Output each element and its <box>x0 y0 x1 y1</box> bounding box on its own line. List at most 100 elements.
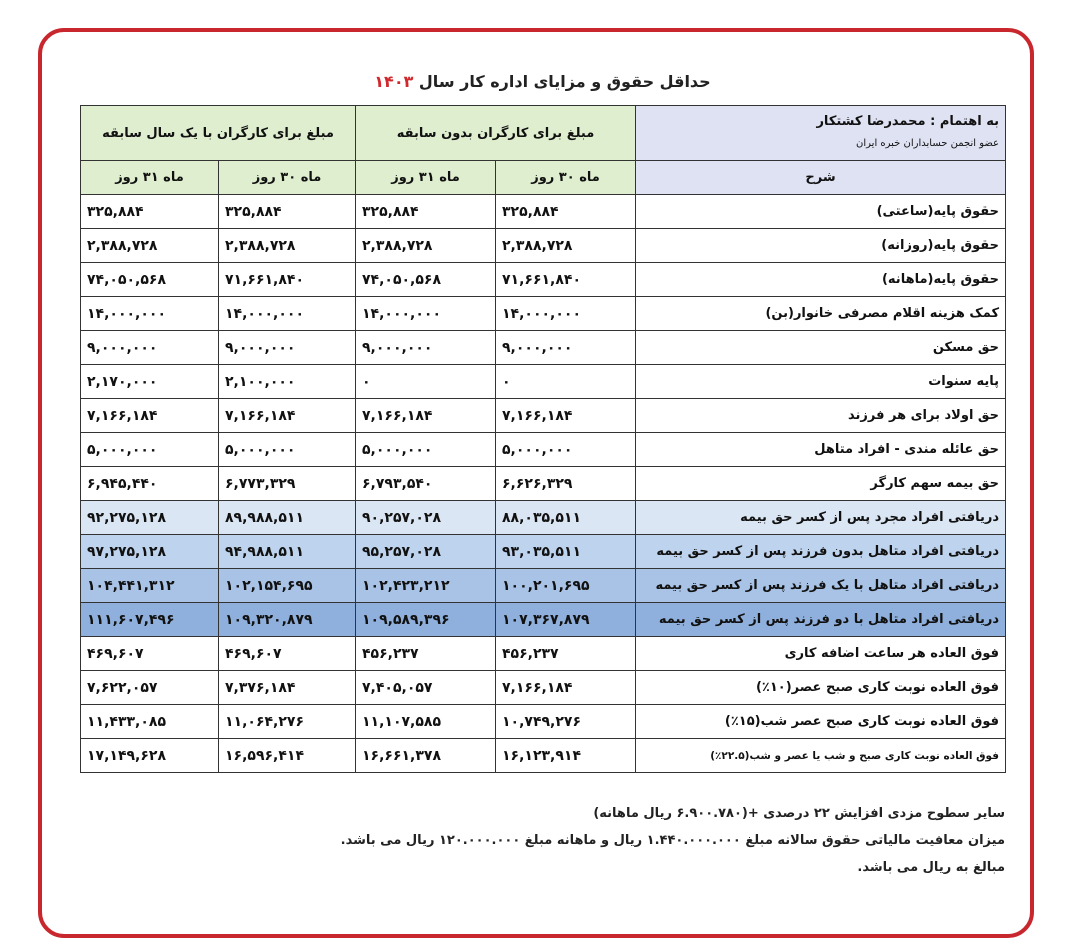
value-cell: ۱۴,۰۰۰,۰۰۰ <box>355 296 497 331</box>
value-cell: ۷,۱۶۶,۱۸۴ <box>79 398 220 433</box>
column-header: ماه ۳۱ روز <box>355 160 497 195</box>
table-row: حق اولاد برای هر فرزند ۷,۱۶۶,۱۸۴ ۷,۱۶۶,۱۸۴… <box>79 398 1007 433</box>
value-cell: ۹۳,۰۳۵,۵۱۱ <box>495 534 637 569</box>
value-cell: ۱۴,۰۰۰,۰۰۰ <box>79 296 220 331</box>
author: به اهتمام : محمدرضا کشتکار <box>816 114 1000 129</box>
description-cell: حق مسکن <box>635 330 1007 365</box>
value-cell: ۱۱۱,۶۰۷,۴۹۶ <box>79 602 220 637</box>
title: حداقل حقوق و مزایای اداره کار سال ۱۴۰۳ <box>80 72 1005 91</box>
description-cell: دریافتی افراد متاهل با یک فرزند پس از کس… <box>635 568 1007 603</box>
value-cell: ۷,۱۶۶,۱۸۴ <box>218 398 357 433</box>
group-header: مبلغ برای کارگران بدون سابقه <box>355 105 637 161</box>
value-cell: ۱۴,۰۰۰,۰۰۰ <box>218 296 357 331</box>
value-cell: ۲,۱۰۰,۰۰۰ <box>218 364 357 399</box>
value-cell: ۷,۶۲۲,۰۵۷ <box>79 670 220 705</box>
value-cell: ۲,۳۸۸,۷۲۸ <box>79 228 220 263</box>
value-cell: ۱۱,۱۰۷,۵۸۵ <box>355 704 497 739</box>
value-cell: ۹,۰۰۰,۰۰۰ <box>495 330 637 365</box>
table-row: حق عائله مندی - افراد متاهل ۵,۰۰۰,۰۰۰ ۵,۰۰… <box>79 432 1007 467</box>
value-cell: ۱۰۲,۴۲۳,۲۱۲ <box>355 568 497 603</box>
description-cell: حقوق پایه(ماهانه) <box>635 262 1007 297</box>
title-year: ۱۴۰۳ <box>374 72 414 91</box>
value-cell: ۳۲۵,۸۸۴ <box>495 194 637 229</box>
value-cell: ۳۲۵,۸۸۴ <box>218 194 357 229</box>
value-cell: ۲,۱۷۰,۰۰۰ <box>79 364 220 399</box>
value-cell: ۷۴,۰۵۰,۵۶۸ <box>79 262 220 297</box>
table-row: حق مسکن ۹,۰۰۰,۰۰۰ ۹,۰۰۰,۰۰۰ ۹,۰۰۰,۰۰۰ ۹,۰۰۰,… <box>79 330 1007 365</box>
table-row: کمک هزینه اقلام مصرفی خانوار(بن) ۱۴,۰۰۰,۰… <box>79 296 1007 331</box>
table-row: پایه سنوات ۰ ۰ ۲,۱۰۰,۰۰۰ ۲,۱۷۰,۰۰۰ <box>79 364 1007 399</box>
table-row: دریافتی افراد متاهل با یک فرزند پس از کس… <box>79 568 1007 603</box>
value-cell: ۷,۱۶۶,۱۸۴ <box>495 670 637 705</box>
value-cell: ۵,۰۰۰,۰۰۰ <box>495 432 637 467</box>
value-cell: ۱۰۰,۲۰۱,۶۹۵ <box>495 568 637 603</box>
notes: سایر سطوح مزدی افزایش ۲۲ درصدی +(۶.۹۰۰.۷… <box>80 800 1005 881</box>
value-cell: ۳۲۵,۸۸۴ <box>355 194 497 229</box>
description-cell: فوق العاده نوبت کاری صبح و شب یا عصر و ش… <box>635 738 1007 773</box>
table-row: دریافتی افراد متاهل بدون فرزند پس از کسر… <box>79 534 1007 569</box>
value-cell: ۹۲,۲۷۵,۱۲۸ <box>79 500 220 535</box>
value-cell: ۹۷,۲۷۵,۱۲۸ <box>79 534 220 569</box>
value-cell: ۶,۶۲۶,۳۲۹ <box>495 466 637 501</box>
value-cell: ۴۵۶,۲۳۷ <box>495 636 637 671</box>
description-cell: حق بیمه سهم کارگر <box>635 466 1007 501</box>
description-cell: دریافتی افراد متاهل با دو فرزند پس از کس… <box>635 602 1007 637</box>
value-cell: ۷۱,۶۶۱,۸۴۰ <box>495 262 637 297</box>
author-cell: به اهتمام : محمدرضا کشتکار عضو انجمن حساب… <box>635 105 1007 161</box>
value-cell: ۹,۰۰۰,۰۰۰ <box>79 330 220 365</box>
value-cell: ۹۵,۲۵۷,۰۲۸ <box>355 534 497 569</box>
description-cell: حقوق پایه(ساعتی) <box>635 194 1007 229</box>
value-cell: ۲,۳۸۸,۷۲۸ <box>218 228 357 263</box>
table-row: حقوق پایه(روزانه) ۲,۳۸۸,۷۲۸ ۲,۳۸۸,۷۲۸ ۲,۳۸۸… <box>79 228 1007 263</box>
note: سایر سطوح مزدی افزایش ۲۲ درصدی +(۶.۹۰۰.۷… <box>593 806 1005 821</box>
value-cell: ۱۶,۶۶۱,۳۷۸ <box>355 738 497 773</box>
column-header: ماه ۳۰ روز <box>218 160 357 195</box>
value-cell: ۴۵۶,۲۳۷ <box>355 636 497 671</box>
value-cell: ۷,۱۶۶,۱۸۴ <box>355 398 497 433</box>
description-cell: فوق العاده نوبت کاری صبح عصر(۱۰٪) <box>635 670 1007 705</box>
description-cell: حق اولاد برای هر فرزند <box>635 398 1007 433</box>
value-cell: ۱۰۷,۳۶۷,۸۷۹ <box>495 602 637 637</box>
value-cell: ۱۴,۰۰۰,۰۰۰ <box>495 296 637 331</box>
value-cell: ۰ <box>355 364 497 399</box>
value-cell: ۹۰,۲۵۷,۰۲۸ <box>355 500 497 535</box>
table-row: دریافتی افراد مجرد پس از کسر حق بیمه ۸۸,۰… <box>79 500 1007 535</box>
value-cell: ۷,۴۰۵,۰۵۷ <box>355 670 497 705</box>
value-cell: ۴۶۹,۶۰۷ <box>218 636 357 671</box>
value-cell: ۴۶۹,۶۰۷ <box>79 636 220 671</box>
value-cell: ۹۴,۹۸۸,۵۱۱ <box>218 534 357 569</box>
value-cell: ۷,۱۶۶,۱۸۴ <box>495 398 637 433</box>
salary-table: به اهتمام : محمدرضا کشتکار عضو انجمن حساب… <box>79 105 1007 773</box>
value-cell: ۵,۰۰۰,۰۰۰ <box>218 432 357 467</box>
description-cell: فوق العاده نوبت کاری صبح عصر شب(۱۵٪) <box>635 704 1007 739</box>
column-header: ماه ۳۰ روز <box>495 160 637 195</box>
value-cell: ۱۰۴,۴۴۱,۳۱۲ <box>79 568 220 603</box>
value-cell: ۱۱,۴۳۳,۰۸۵ <box>79 704 220 739</box>
value-cell: ۰ <box>495 364 637 399</box>
value-cell: ۵,۰۰۰,۰۰۰ <box>355 432 497 467</box>
value-cell: ۱۱,۰۶۴,۲۷۶ <box>218 704 357 739</box>
title-text: حداقل حقوق و مزایای اداره کار سال <box>418 72 711 91</box>
table-row: فوق العاده نوبت کاری صبح عصر(۱۰٪) ۷,۱۶۶,۱… <box>79 670 1007 705</box>
value-cell: ۲,۳۸۸,۷۲۸ <box>355 228 497 263</box>
value-cell: ۱۷,۱۴۹,۶۲۸ <box>79 738 220 773</box>
value-cell: ۲,۳۸۸,۷۲۸ <box>495 228 637 263</box>
value-cell: ۷,۳۷۶,۱۸۴ <box>218 670 357 705</box>
value-cell: ۹,۰۰۰,۰۰۰ <box>218 330 357 365</box>
note: مبالغ به ریال می باشد. <box>857 860 1005 875</box>
column-header: شرح <box>635 160 1007 195</box>
value-cell: ۸۹,۹۸۸,۵۱۱ <box>218 500 357 535</box>
description-cell: حقوق پایه(روزانه) <box>635 228 1007 263</box>
table-body: به اهتمام : محمدرضا کشتکار عضو انجمن حساب… <box>79 105 1007 773</box>
table-row: فوق العاده هر ساعت اضافه کاری ۴۵۶,۲۳۷ ۴۵۶,… <box>79 636 1007 671</box>
value-cell: ۸۸,۰۳۵,۵۱۱ <box>495 500 637 535</box>
value-cell: ۱۶,۱۲۳,۹۱۴ <box>495 738 637 773</box>
author-note: عضو انجمن حسابداران خبره ایران <box>856 138 1000 149</box>
table-row: حقوق پایه(ماهانه) ۷۱,۶۶۱,۸۴۰ ۷۴,۰۵۰,۵۶۸ ۷۱,… <box>79 262 1007 297</box>
description-cell: پایه سنوات <box>635 364 1007 399</box>
group-header: مبلغ برای کارگران با یک سال سابقه <box>79 105 357 161</box>
table-row: فوق العاده نوبت کاری صبح و شب یا عصر و ش… <box>79 738 1007 773</box>
value-cell: ۱۰۲,۱۵۴,۶۹۵ <box>218 568 357 603</box>
description-cell: حق عائله مندی - افراد متاهل <box>635 432 1007 467</box>
